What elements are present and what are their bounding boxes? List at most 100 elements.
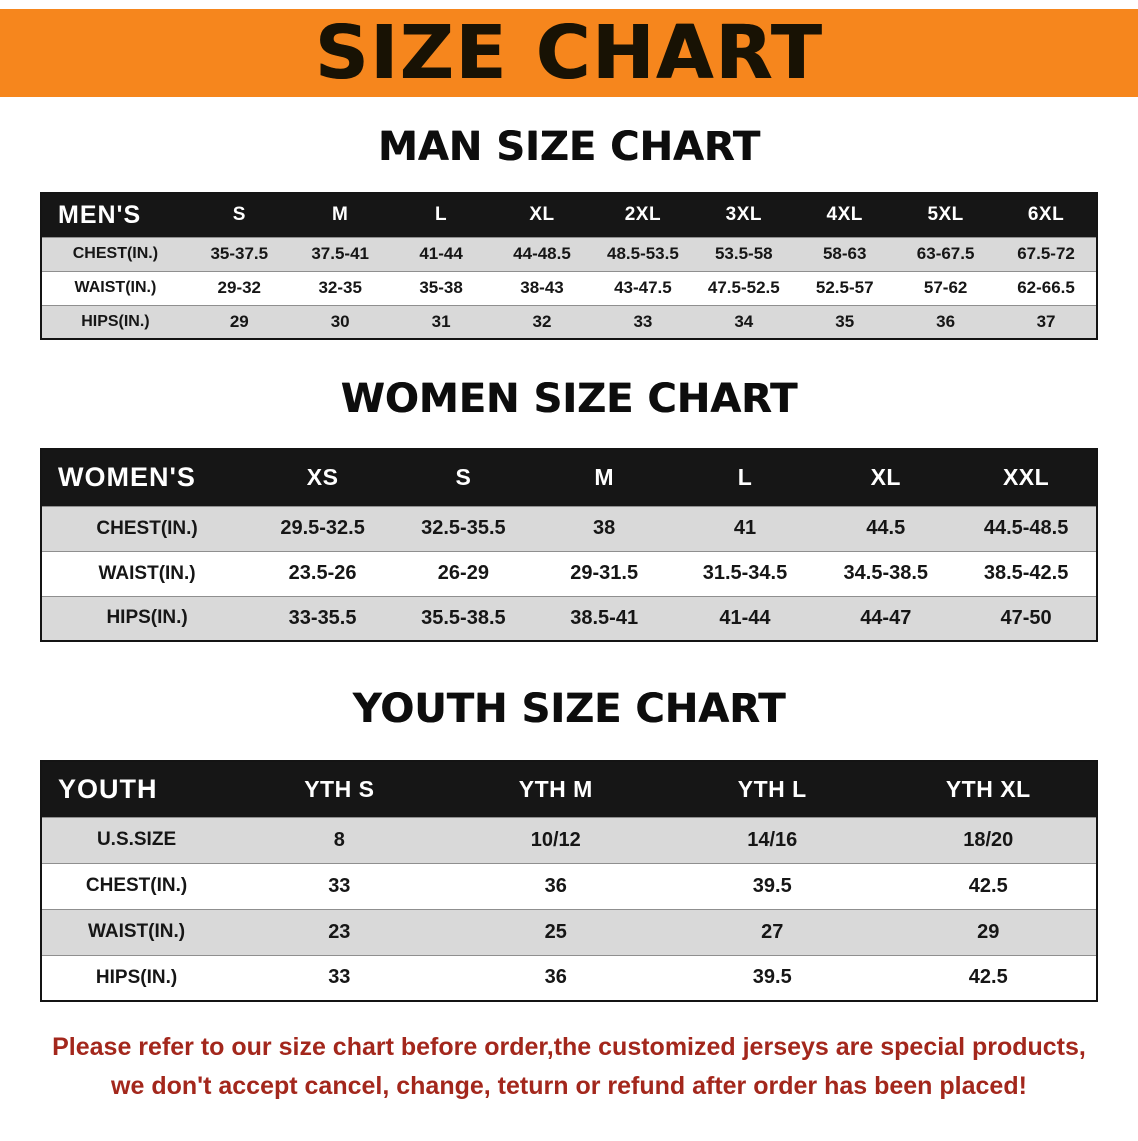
measurement-value-cell: 29-31.5 (570, 562, 639, 584)
measurement-value-cell: 57-62 (923, 278, 968, 297)
size-header-cell: YTH XL (880, 761, 1097, 817)
measurement-value-cell: 33 (328, 966, 351, 989)
measurement-label-cell: WAIST(IN.) (87, 921, 186, 942)
measurement-value-cell: 30 (330, 311, 350, 331)
table-title-cell: WOMEN'S (41, 449, 253, 506)
measurement-value-cell: 29-32 (217, 278, 262, 297)
measurement-value-cell: 33 (633, 311, 653, 331)
measurement-value-cell: 62-66.5 (1017, 278, 1075, 297)
measurement-value-cell: 36 (936, 311, 956, 331)
measurement-value-cell: 35-37.5 (210, 244, 269, 263)
table-title-cell: YOUTH (41, 761, 232, 817)
youth-size-section: YOUTH SIZE CHART YOUTH YTH S YTH M YTH L YTH… (0, 686, 1138, 1002)
measurement-value-cell: 43-47.5 (614, 278, 672, 297)
measurement-label-cell: HIPS(IN.) (106, 607, 188, 629)
disclaimer-line-2: we don't accept cancel, change, teturn o… (111, 1071, 1027, 1100)
measurement-value-cell: 33-35.5 (288, 606, 357, 629)
measurement-value-cell: 34.5-38.5 (843, 562, 929, 584)
measurement-value-cell: 32-35 (318, 278, 362, 297)
measurement-value-cell: 42.5 (968, 874, 1008, 897)
measurement-row: HIPS(IN.) 29 30 31 32 33 34 35 36 37 (41, 305, 1097, 339)
page-title: SIZE CHART (314, 10, 824, 96)
size-header-cell: S (188, 193, 290, 237)
measurement-value-cell: 38.5-42.5 (983, 562, 1069, 584)
size-header-cell: XS (252, 449, 393, 506)
men-section-heading: MAN SIZE CHART (377, 124, 761, 170)
measurement-value-cell: 44-47 (860, 606, 912, 629)
measurement-value-cell: 58-63 (822, 244, 867, 263)
women-size-section: WOMEN SIZE CHART WOMEN'S XS S M L XL XXL CHEST(… (0, 376, 1138, 642)
size-header-cell: 3XL (693, 193, 795, 237)
measurement-label-cell: HIPS(IN.) (95, 966, 178, 988)
measurement-value-cell: 47-50 (1000, 606, 1052, 629)
measurement-value-cell: 36 (544, 874, 567, 897)
youth-section-heading: YOUTH SIZE CHART (352, 686, 786, 732)
size-header-cell: M (289, 193, 391, 237)
size-header-cell: XL (815, 449, 957, 506)
measurement-value-cell: 44.5 (866, 517, 906, 539)
size-header-cell: 4XL (794, 193, 896, 237)
measurement-value-cell: 32.5-35.5 (421, 517, 506, 539)
measurement-value-cell: 34 (734, 311, 754, 331)
women-size-table: WOMEN'S XS S M L XL XXL CHEST(IN.) 29.5-32.5 32.5… (40, 448, 1098, 642)
measurement-value-cell: 42.5 (968, 966, 1008, 989)
measurement-value-cell: 38-43 (520, 278, 564, 297)
table-title-cell: MEN'S (41, 193, 189, 237)
measurement-value-cell: 47.5-52.5 (707, 278, 780, 297)
size-header-cell: 6XL (996, 193, 1097, 237)
size-chart-page: SIZE CHART MAN SIZE CHART MEN'S S M L XL 2XL 3… (0, 9, 1138, 1106)
men-size-table: MEN'S S M L XL 2XL 3XL 4XL 5XL 6XL CHEST(IN.) 35-37… (40, 192, 1098, 340)
measurement-label-cell: WAIST(IN.) (98, 562, 196, 584)
women-section-heading: WOMEN SIZE CHART (340, 376, 798, 422)
measurement-value-cell: 31 (431, 311, 451, 331)
measurement-value-cell: 29 (229, 311, 249, 331)
measurement-value-cell: 35.5-38.5 (421, 606, 506, 629)
measurement-value-cell: 26-29 (437, 562, 489, 584)
size-header-cell: M (533, 449, 675, 506)
measurement-label-cell: CHEST(IN.) (72, 245, 159, 262)
size-header-cell: YTH L (664, 761, 881, 817)
measurement-value-cell: 29.5-32.5 (280, 517, 365, 539)
disclaimer: Please refer to our size chart before or… (14, 1028, 1124, 1106)
measurement-value-cell: 63-67.5 (916, 244, 975, 263)
measurement-row: WAIST(IN.) 29-32 32-35 35-38 38-43 43-47.5 47.… (41, 271, 1097, 305)
measurement-value-cell: 48.5-53.5 (606, 244, 679, 263)
measurement-value-cell: 37 (1036, 311, 1056, 331)
measurement-value-cell: 44-48.5 (513, 244, 571, 263)
measurement-label-cell: CHEST(IN.) (85, 875, 188, 896)
measurement-label-cell: U.S.SIZE (96, 829, 177, 850)
size-header-cell: L (390, 193, 492, 237)
measurement-label-cell: CHEST(IN.) (96, 517, 198, 539)
measurement-value-cell: 27 (761, 920, 784, 943)
measurement-value-cell: 29 (977, 920, 1000, 943)
size-header-cell: YTH S (231, 761, 448, 817)
measurement-value-cell: 41-44 (419, 244, 463, 263)
size-header-cell: XXL (956, 449, 1097, 506)
measurement-value-cell: 44.5-48.5 (983, 517, 1069, 539)
measurement-value-cell: 52.5-57 (815, 278, 874, 297)
size-header-cell: L (674, 449, 816, 506)
measurement-label-cell: WAIST(IN.) (74, 279, 157, 296)
measurement-value-cell: 10/12 (530, 828, 581, 851)
banner: SIZE CHART (0, 9, 1138, 97)
measurement-row: HIPS(IN.) 33-35.5 35.5-38.5 38.5-41 41-44 44-… (41, 596, 1097, 641)
measurement-row: WAIST(IN.) 23 25 27 29 (41, 909, 1097, 955)
measurement-row: CHEST(IN.) 29.5-32.5 32.5-35.5 38 41 44.5 44.5… (41, 506, 1097, 551)
measurement-label-cell: HIPS(IN.) (81, 312, 150, 330)
size-header-cell: XL (491, 193, 593, 237)
measurement-value-cell: 8 (333, 828, 345, 851)
measurement-value-cell: 25 (544, 920, 567, 943)
measurement-value-cell: 36 (544, 966, 567, 989)
disclaimer-line-1: Please refer to our size chart before or… (52, 1033, 1086, 1061)
size-header-cell: S (392, 449, 534, 506)
measurement-value-cell: 33 (328, 874, 351, 897)
measurement-value-cell: 23.5-26 (288, 562, 357, 584)
measurement-value-cell: 32 (532, 311, 552, 331)
measurement-value-cell: 35 (835, 311, 855, 331)
measurement-value-cell: 67.5-72 (1017, 244, 1075, 263)
men-size-section: MAN SIZE CHART MEN'S S M L XL 2XL 3XL 4XL 5XL 6XL… (0, 124, 1138, 340)
youth-size-table: YOUTH YTH S YTH M YTH L YTH XL U.S.SIZE 8 10/12… (40, 760, 1098, 1002)
size-header-cell: YTH M (447, 761, 665, 817)
size-header-cell: 5XL (895, 193, 997, 237)
measurement-row: WAIST(IN.) 23.5-26 26-29 29-31.5 31.5-34.5 34… (41, 551, 1097, 596)
